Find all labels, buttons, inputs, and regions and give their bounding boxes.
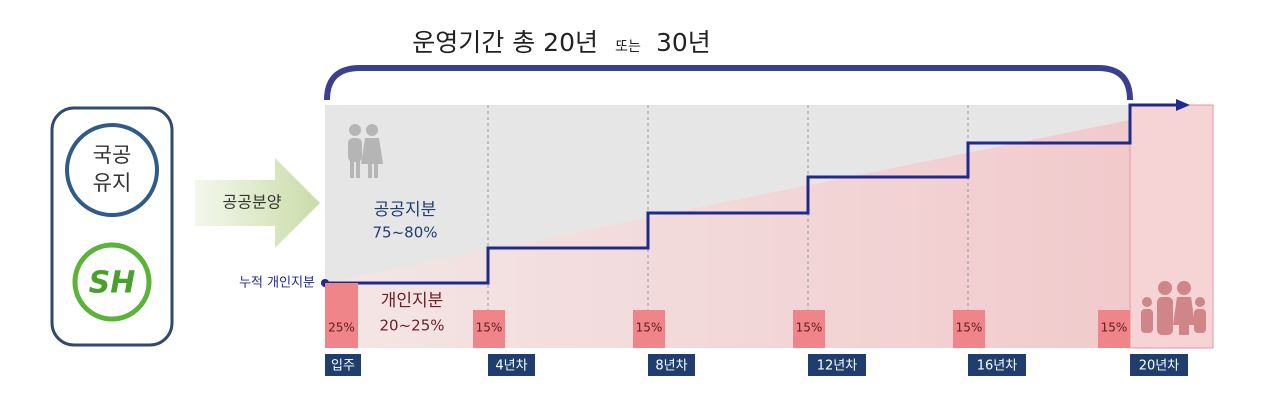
share-text: 15% bbox=[1101, 321, 1128, 335]
couple-icon bbox=[348, 124, 383, 178]
cumulative-label: 누적 개인지분 bbox=[239, 276, 315, 291]
share-text: 15% bbox=[476, 321, 503, 335]
steps: 25% 입주 15% 4년차 15% 8년차 15% 12년차 15% 16년차 15% 20년차 bbox=[325, 283, 1188, 376]
sale-arrow bbox=[195, 158, 320, 248]
line-arrowhead bbox=[1176, 99, 1190, 111]
public-share-range: 75~80% bbox=[373, 224, 438, 242]
sh-logo-text: SH bbox=[89, 266, 136, 301]
state-circle bbox=[65, 123, 159, 217]
share-box bbox=[793, 310, 825, 348]
year-tag bbox=[968, 354, 1026, 376]
year-label: 입주 bbox=[331, 359, 355, 374]
year-label: 8년차 bbox=[655, 359, 687, 374]
share-box bbox=[1098, 310, 1130, 348]
arrow-label: 공공분양 bbox=[223, 193, 282, 212]
year-label: 16년차 bbox=[977, 359, 1018, 374]
title-connector: 또는 bbox=[615, 39, 641, 55]
year-tag bbox=[325, 354, 361, 376]
family-icon bbox=[1141, 281, 1206, 335]
cumulative-line bbox=[325, 103, 1178, 285]
period-brace bbox=[324, 65, 1133, 101]
year-label: 20년차 bbox=[1139, 359, 1180, 374]
share-text: 15% bbox=[796, 321, 823, 335]
share-box bbox=[633, 310, 665, 348]
share-box bbox=[473, 310, 505, 348]
year-tag bbox=[488, 354, 535, 376]
private-share-range: 20~25% bbox=[380, 317, 445, 335]
year-tag bbox=[808, 354, 866, 376]
share-text: 15% bbox=[956, 321, 983, 335]
year-tag bbox=[1130, 354, 1188, 376]
share-text: 15% bbox=[636, 321, 663, 335]
private-share-label: 개인지분 bbox=[381, 291, 444, 311]
title-end: 30년 bbox=[656, 28, 711, 57]
sh-logo bbox=[72, 242, 152, 322]
circle-line1: 국공 bbox=[93, 143, 132, 167]
circle-line2: 유지 bbox=[93, 171, 132, 195]
share-box bbox=[953, 310, 985, 348]
year-label: 4년차 bbox=[495, 359, 527, 374]
title-main: 운영기간 총 20년 bbox=[412, 28, 598, 57]
year-label: 12년차 bbox=[817, 359, 858, 374]
public-share-label: 공공지분 bbox=[374, 200, 437, 220]
share-text: 25% bbox=[328, 321, 355, 335]
share-box bbox=[325, 283, 358, 348]
year-tag bbox=[648, 354, 695, 376]
